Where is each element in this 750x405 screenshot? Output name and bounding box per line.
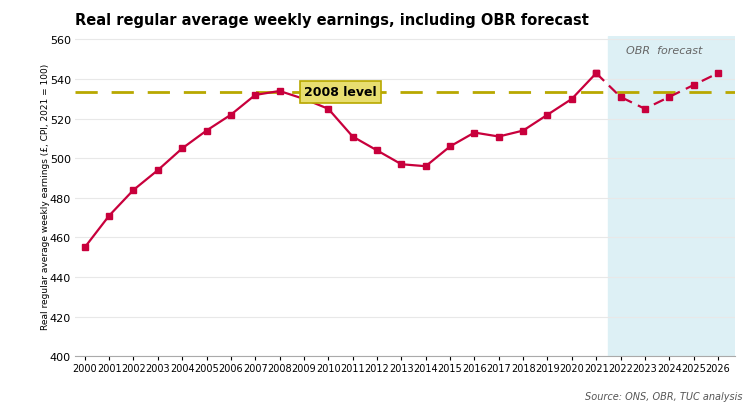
Text: Source: ONS, OBR, TUC analysis: Source: ONS, OBR, TUC analysis [585, 391, 742, 401]
Y-axis label: Real regular average weekly earnings (£, CPI, 2021 = 100): Real regular average weekly earnings (£,… [41, 64, 50, 329]
Text: 2008 level: 2008 level [304, 86, 376, 99]
Bar [608, 36, 734, 356]
Text: Real regular average weekly earnings, including OBR forecast: Real regular average weekly earnings, in… [75, 13, 589, 28]
Text: OBR  forecast: OBR forecast [626, 46, 703, 56]
